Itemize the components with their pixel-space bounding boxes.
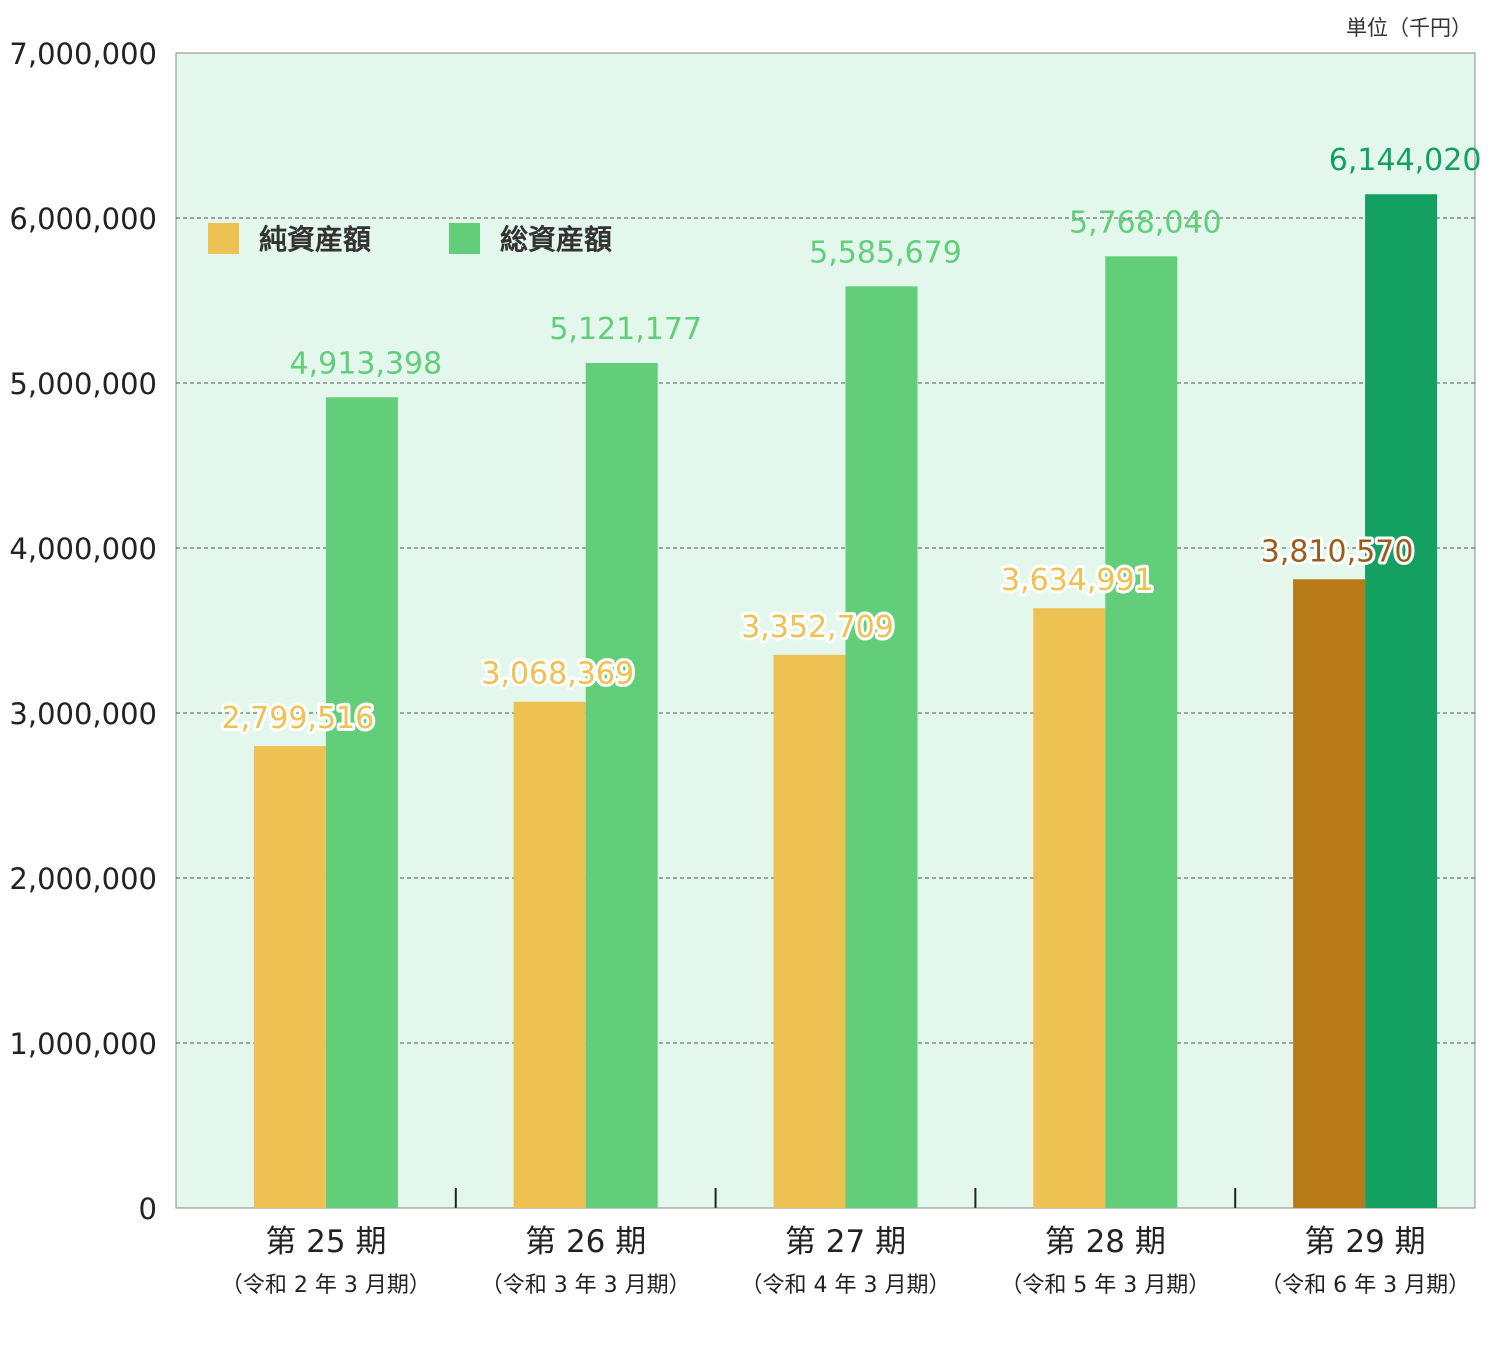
y-tick-label: 0 <box>139 1192 157 1226</box>
legend-item-net-assets: 純資産額 <box>208 218 371 258</box>
data-label-net-assets: 3,068,369 <box>481 657 634 692</box>
bar-net-assets <box>253 746 326 1208</box>
x-tick-sublabel: （令和 2 年 3 月期） <box>221 1273 431 1298</box>
y-tick-label: 1,000,000 <box>9 1027 157 1061</box>
y-tick-label: 7,000,000 <box>9 37 157 71</box>
data-label-total-assets: 5,121,177 <box>549 312 702 347</box>
bar-net-assets <box>513 701 586 1208</box>
x-tick-label: 第 25 期 <box>265 1224 386 1260</box>
x-tick-sublabel: （令和 5 年 3 月期） <box>1000 1273 1210 1298</box>
x-tick-label: 第 26 期 <box>525 1224 646 1260</box>
legend-label-total-assets: 総資産額 <box>500 223 613 256</box>
x-tick-label: 第 29 期 <box>1305 1224 1426 1260</box>
data-label-total-assets: 5,585,679 <box>809 235 962 270</box>
x-tick-label: 第 27 期 <box>785 1224 906 1260</box>
bars <box>253 194 1438 1209</box>
legend-item-total-assets: 総資産額 <box>449 218 612 258</box>
bar-net-assets <box>1033 608 1106 1208</box>
data-label-total-assets: 6,144,020 <box>1329 143 1482 178</box>
legend-swatch-net-assets <box>208 222 239 254</box>
unit-label: 単位（千円） <box>1346 16 1472 40</box>
legend-label-net-assets: 純資産額 <box>259 223 372 256</box>
x-tick-sublabel: （令和 4 年 3 月期） <box>741 1273 951 1298</box>
data-label-net-assets: 3,634,991 <box>1001 563 1154 598</box>
data-label-net-assets: 2,799,516 <box>222 701 375 736</box>
bar-net-assets <box>773 654 846 1208</box>
data-label-total-assets: 4,913,398 <box>290 346 443 381</box>
y-tick-label: 4,000,000 <box>9 532 157 566</box>
bar-total-assets <box>325 397 398 1209</box>
legend-swatch-total-assets <box>449 222 481 254</box>
x-tick-sublabel: （令和 6 年 3 月期） <box>1260 1273 1470 1298</box>
x-tick-sublabel: （令和 3 年 3 月期） <box>481 1273 691 1298</box>
bar-total-assets <box>585 363 658 1208</box>
y-tick-label: 3,000,000 <box>9 697 157 731</box>
legend: 純資産額 総資産額 <box>208 218 612 258</box>
data-label-net-assets: 3,810,570 <box>1261 534 1414 569</box>
bar-total-assets <box>1365 194 1438 1208</box>
bar-total-assets <box>845 286 918 1208</box>
data-label-net-assets: 3,352,709 <box>741 610 894 645</box>
bar-net-assets <box>1293 579 1366 1208</box>
y-tick-label: 6,000,000 <box>9 202 157 236</box>
y-tick-label: 2,000,000 <box>9 862 157 896</box>
x-tick-label: 第 28 期 <box>1045 1224 1166 1260</box>
data-labels: 4,913,398 2,799,516 5,121,177 3,068,369 5,58… <box>219 143 1482 739</box>
y-tick-label: 5,000,000 <box>9 367 157 401</box>
x-axis-ticks: 第 25 期 （令和 2 年 3 月期） 第 26 期 （令和 3 年 3 月期） 第 … <box>221 1188 1470 1298</box>
y-axis-ticks: 0 1,000,000 2,000,000 3,000,000 4,000,000 5,0… <box>9 37 157 1226</box>
bar-total-assets <box>1105 256 1178 1208</box>
data-label-total-assets: 5,768,040 <box>1069 205 1222 240</box>
